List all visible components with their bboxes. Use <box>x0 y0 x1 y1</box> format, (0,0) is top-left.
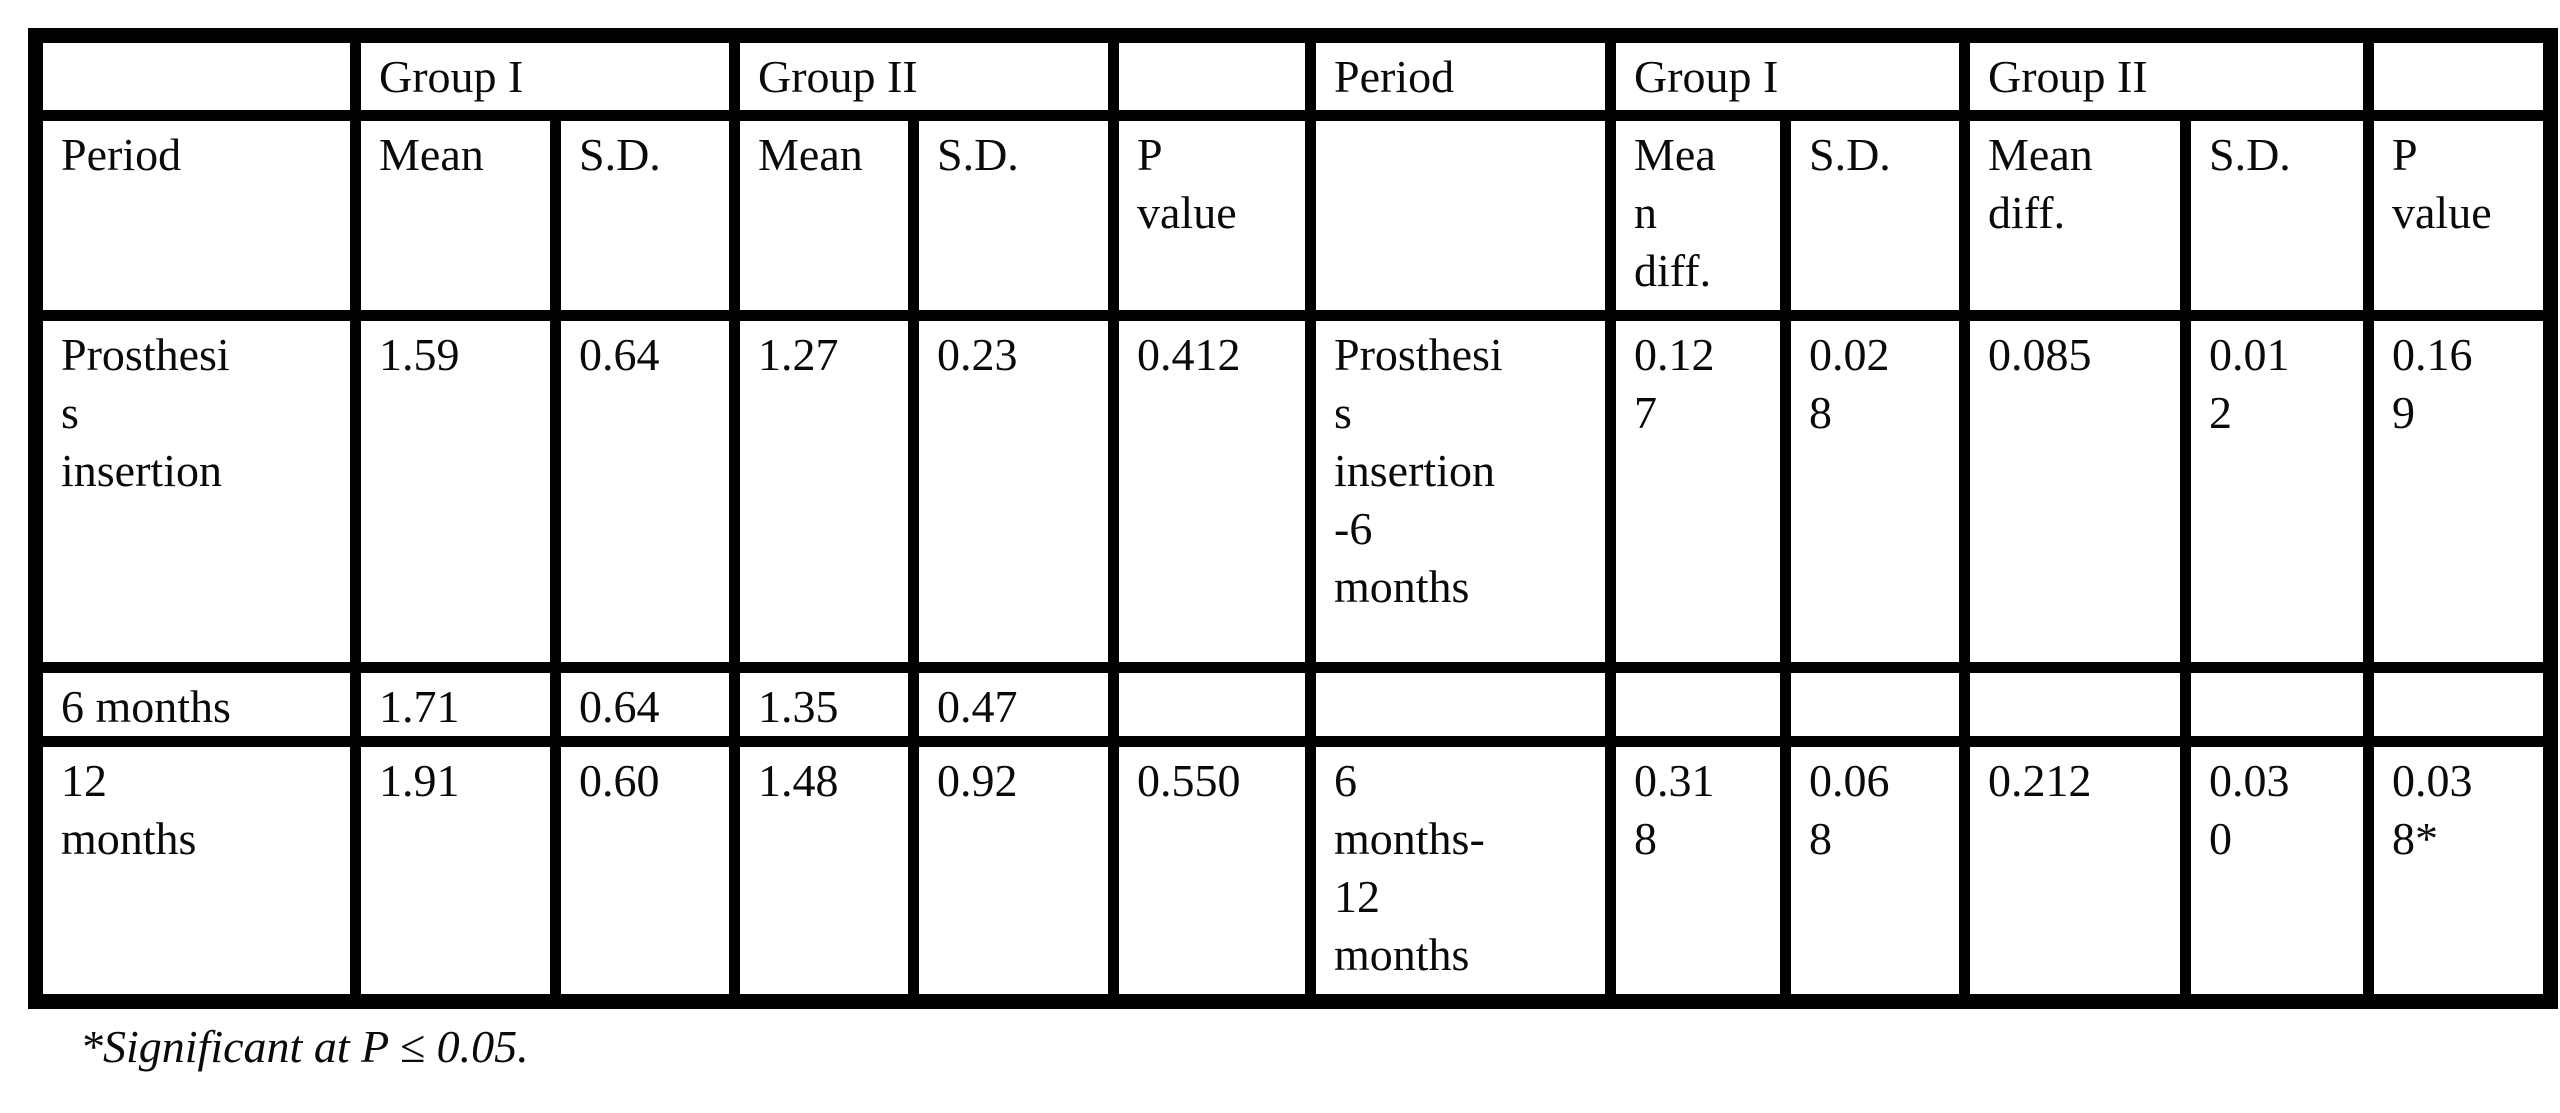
cell-mean-g2: 1.35 <box>729 662 919 747</box>
cell-mean-diff-g2 <box>1959 662 2191 747</box>
mean-g1-header: Mean <box>350 110 561 321</box>
sd-g2-header: S.D. <box>908 110 1119 321</box>
period-right-header: Period <box>1305 30 1616 121</box>
cell-sd-g2: 0.47 <box>908 662 1119 747</box>
cell-mean-g1: 1.71 <box>350 662 561 747</box>
cell-pvalue-right: 0.16 9 <box>2363 310 2556 673</box>
blank-cell <box>1305 110 1616 321</box>
cell-period: Prosthesi s insertion <box>30 310 361 673</box>
sd-g1-right-header: S.D. <box>1780 110 1970 321</box>
cell-period-right: Prosthesi s insertion -6 months <box>1305 310 1616 673</box>
cell-sd-g1: 0.64 <box>550 310 740 673</box>
cell-sd-g1-right: 0.06 8 <box>1780 735 1970 1007</box>
cell-pvalue-right: 0.03 8* <box>2363 735 2556 1007</box>
cell-mean-diff-g1 <box>1605 662 1791 747</box>
mean-g2-header: Mean <box>729 110 919 321</box>
cell-mean-g2: 1.27 <box>729 310 919 673</box>
cell-pvalue-left: 0.550 <box>1108 735 1316 1007</box>
cell-sd-g2: 0.23 <box>908 310 1119 673</box>
sd-g1-header: S.D. <box>550 110 740 321</box>
group-header-row: Group I Group II Period Group I Group II <box>30 30 2556 121</box>
blank-cell <box>1108 30 1316 121</box>
cell-sd-g1-right: 0.02 8 <box>1780 310 1970 673</box>
cell-sd-g2: 0.92 <box>908 735 1119 1007</box>
cell-pvalue-right <box>2363 662 2556 747</box>
cell-period: 6 months <box>30 662 361 747</box>
cell-sd-g1-right <box>1780 662 1970 747</box>
cell-mean-g1: 1.59 <box>350 310 561 673</box>
group1-left-header: Group I <box>350 30 740 121</box>
cell-sd-g1: 0.64 <box>550 662 740 747</box>
significance-footnote: *Significant at P ≤ 0.05. <box>80 1020 529 1072</box>
cell-period: 12 months <box>30 735 361 1007</box>
period-left-header: Period <box>30 110 361 321</box>
table-row-6-months: 6 months 1.71 0.64 1.35 0.47 <box>30 662 2556 747</box>
pvalue-left-header: P value <box>1108 110 1316 321</box>
blank-cell <box>30 30 361 121</box>
table-row-12-months: 12 months 1.91 0.60 1.48 0.92 0.550 6 mo… <box>30 735 2556 1007</box>
sd-g2-right-header: S.D. <box>2180 110 2374 321</box>
group2-left-header: Group II <box>729 30 1119 121</box>
cell-mean-diff-g1: 0.12 7 <box>1605 310 1791 673</box>
cell-mean-g2: 1.48 <box>729 735 919 1007</box>
pvalue-right-header: P value <box>2363 110 2556 321</box>
group2-right-header: Group II <box>1959 30 2374 121</box>
cell-mean-diff-g1: 0.31 8 <box>1605 735 1791 1007</box>
cell-sd-g2-right <box>2180 662 2374 747</box>
cell-mean-diff-g2: 0.085 <box>1959 310 2191 673</box>
blank-cell <box>2363 30 2556 121</box>
cell-pvalue-left: 0.412 <box>1108 310 1316 673</box>
cell-pvalue-left <box>1108 662 1316 747</box>
cell-period-right: 6 months- 12 months <box>1305 735 1616 1007</box>
mean-diff-g1-header: Mea n diff. <box>1605 110 1791 321</box>
table-row-prosthesis-insertion: Prosthesi s insertion 1.59 0.64 1.27 0.2… <box>30 310 2556 673</box>
results-table: Group I Group II Period Group I Group II… <box>28 28 2558 1009</box>
cell-sd-g2-right: 0.03 0 <box>2180 735 2374 1007</box>
cell-period-right <box>1305 662 1616 747</box>
cell-mean-g1: 1.91 <box>350 735 561 1007</box>
cell-sd-g1: 0.60 <box>550 735 740 1007</box>
column-header-row: Period Mean S.D. Mean S.D. P value Mea n… <box>30 110 2556 321</box>
cell-sd-g2-right: 0.01 2 <box>2180 310 2374 673</box>
cell-mean-diff-g2: 0.212 <box>1959 735 2191 1007</box>
mean-diff-g2-header: Mean diff. <box>1959 110 2191 321</box>
group1-right-header: Group I <box>1605 30 1970 121</box>
